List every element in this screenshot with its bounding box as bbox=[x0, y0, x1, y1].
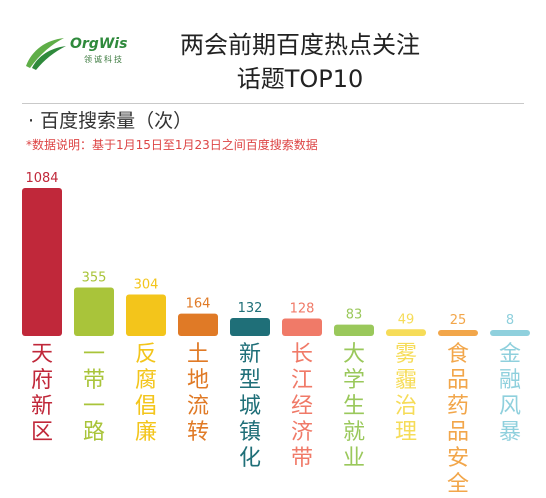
category-label-6-char-2: 生 bbox=[343, 394, 365, 419]
category-label-5-char-4: 带 bbox=[291, 446, 313, 471]
category-label-5-char-3: 济 bbox=[291, 420, 313, 445]
bar-2 bbox=[126, 294, 166, 336]
value-label-2: 304 bbox=[134, 277, 159, 292]
bar-chart: 1084天府新区355一带一路304反腐倡廉164土地流转132新型城镇化128… bbox=[22, 171, 530, 497]
category-label-7-char-1: 霾 bbox=[395, 368, 417, 393]
divider bbox=[22, 103, 524, 104]
category-label-9-char-0: 金 bbox=[499, 342, 521, 367]
category-label-8-char-4: 安 bbox=[447, 446, 469, 471]
chart-title: 两会前期百度热点关注 话题TOP10 bbox=[150, 28, 450, 96]
category-label-8-char-2: 药 bbox=[447, 394, 469, 419]
category-label-8-char-3: 品 bbox=[447, 420, 469, 445]
category-label-0-char-3: 区 bbox=[31, 420, 53, 445]
category-label-2-char-3: 廉 bbox=[135, 420, 157, 445]
category-label-3-char-0: 土 bbox=[187, 342, 209, 367]
value-label-4: 132 bbox=[238, 301, 263, 316]
category-label-5-char-2: 经 bbox=[291, 394, 313, 419]
category-label-6-char-4: 业 bbox=[343, 446, 365, 471]
bar-6 bbox=[334, 324, 374, 336]
category-label-9-char-1: 融 bbox=[499, 368, 521, 393]
category-label-2-char-0: 反 bbox=[135, 342, 157, 367]
data-note: *数据说明：基于1月15日至1月23日之间百度搜索数据 bbox=[26, 138, 318, 152]
category-label-4-char-2: 城 bbox=[239, 394, 261, 419]
category-label-5-char-0: 长 bbox=[291, 342, 313, 367]
category-label-3-char-1: 地 bbox=[187, 368, 209, 393]
category-label-7-char-3: 理 bbox=[395, 420, 417, 445]
value-label-3: 164 bbox=[186, 297, 211, 312]
leaf-logo-icon bbox=[26, 38, 66, 70]
category-label-7-char-0: 雾 bbox=[395, 342, 417, 367]
metric-label: · 百度搜索量（次） bbox=[28, 110, 193, 132]
value-label-1: 355 bbox=[82, 271, 107, 286]
category-label-2-char-2: 倡 bbox=[135, 394, 157, 419]
category-label-1-char-3: 路 bbox=[83, 420, 105, 445]
category-label-6-char-3: 就 bbox=[343, 420, 365, 445]
bar-4 bbox=[230, 317, 270, 336]
category-label-3-char-2: 流 bbox=[187, 394, 209, 419]
bar-3 bbox=[178, 313, 218, 336]
value-label-6: 83 bbox=[346, 308, 363, 323]
category-label-8-char-0: 食 bbox=[447, 342, 469, 367]
value-label-9: 8 bbox=[506, 313, 514, 328]
value-label-8: 25 bbox=[450, 313, 467, 328]
value-label-7: 49 bbox=[398, 312, 415, 327]
category-label-9-char-2: 风 bbox=[499, 394, 521, 419]
logo: OrgWis 领诚科技 bbox=[22, 36, 132, 70]
category-label-0-char-2: 新 bbox=[31, 394, 53, 419]
bar-5 bbox=[282, 318, 322, 336]
title-line-2: 话题TOP10 bbox=[236, 65, 364, 93]
category-label-4-char-4: 化 bbox=[239, 446, 261, 471]
category-label-6-char-1: 学 bbox=[343, 368, 365, 393]
category-label-1-char-1: 带 bbox=[83, 368, 105, 393]
category-label-2-char-1: 腐 bbox=[135, 368, 157, 393]
category-label-3-char-3: 转 bbox=[187, 420, 209, 445]
category-label-8-char-5: 全 bbox=[447, 472, 469, 497]
value-label-0: 1084 bbox=[25, 171, 58, 186]
bar-1 bbox=[74, 287, 114, 336]
logo-name: OrgWis bbox=[70, 36, 128, 52]
category-label-1-char-0: 一 bbox=[83, 342, 105, 367]
logo-subtitle: 领诚科技 bbox=[84, 55, 124, 64]
bar-7 bbox=[386, 329, 426, 336]
category-label-7-char-2: 治 bbox=[395, 394, 417, 419]
value-label-5: 128 bbox=[290, 302, 315, 317]
category-label-4-char-1: 型 bbox=[239, 368, 261, 393]
category-label-4-char-0: 新 bbox=[239, 342, 261, 367]
bar-0 bbox=[22, 188, 62, 336]
category-label-0-char-1: 府 bbox=[31, 368, 53, 393]
category-label-5-char-1: 江 bbox=[291, 368, 313, 393]
category-label-4-char-3: 镇 bbox=[239, 420, 261, 445]
title-line-1: 两会前期百度热点关注 bbox=[180, 31, 420, 59]
category-label-1-char-2: 一 bbox=[83, 394, 105, 419]
bar-8 bbox=[438, 330, 478, 336]
category-label-0-char-0: 天 bbox=[31, 342, 53, 367]
category-label-9-char-3: 暴 bbox=[499, 420, 521, 445]
category-label-8-char-1: 品 bbox=[447, 368, 469, 393]
bar-9 bbox=[490, 330, 530, 336]
category-label-6-char-0: 大 bbox=[343, 342, 365, 367]
